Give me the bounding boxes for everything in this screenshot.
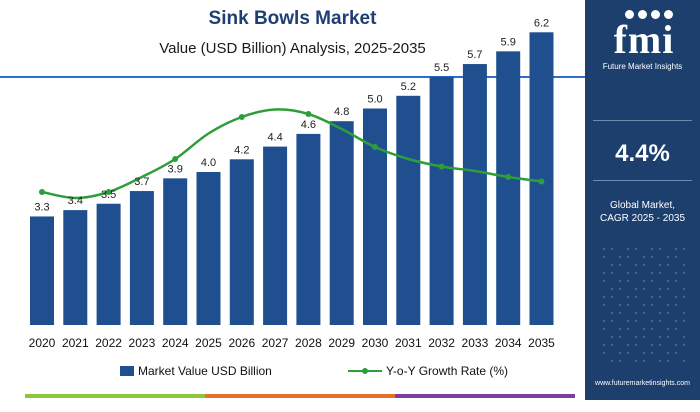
bar-value-label-2032: 5.5 (434, 62, 449, 74)
growth-point-2022 (105, 189, 112, 195)
fmi-logo: fmi Future Market Insights (595, 6, 690, 72)
x-tick-label-2029: 2029 (328, 336, 355, 350)
bar-value-label-2031: 5.2 (401, 81, 416, 93)
bar-2030 (363, 108, 387, 325)
x-tick-label-2028: 2028 (295, 336, 322, 350)
x-ticks-group: 2020 2021 2022 2023 2024 2025 2026 2027 2028 2029… (29, 336, 556, 350)
growth-rate-line (41, 108, 542, 200)
growth-point-2034 (505, 174, 512, 180)
x-tick-label-2035: 2035 (528, 336, 555, 350)
title-divider (0, 76, 585, 78)
chart-subtitle: Value (USD Billion) Analysis, 2025-2035 (159, 40, 426, 57)
bar-2021 (63, 210, 88, 325)
bar-value-label-2027: 4.4 (267, 132, 282, 144)
cagr-divider-top (593, 120, 692, 121)
bar-value-label-2024: 3.9 (168, 163, 183, 175)
bar-2020 (30, 216, 54, 325)
bar-2023 (129, 191, 154, 325)
bars-group (30, 32, 554, 326)
bar-value-label-2021: 3.4 (68, 195, 83, 207)
logo-text: fmi (613, 17, 675, 62)
x-tick-label-2020: 2020 (29, 336, 56, 350)
bar-2029 (329, 121, 354, 325)
bar-2024 (163, 178, 188, 325)
legend: Market Value USD Billion Y-o-Y Growth Ra… (0, 364, 585, 380)
bar-2033 (462, 64, 487, 326)
x-tick-label-2032: 2032 (428, 336, 455, 350)
bar-value-label-2025: 4.0 (201, 157, 216, 169)
x-tick-label-2021: 2021 (62, 336, 89, 350)
chart-area: Sink Bowls Market Value (USD Billion) An… (0, 8, 585, 398)
bar-value-label-2026: 4.2 (234, 144, 249, 156)
bar-value-label-2020: 3.3 (34, 201, 49, 213)
x-tick-label-2024: 2024 (162, 336, 189, 350)
legend-swatch-bar (120, 366, 134, 376)
growth-point-2026 (238, 114, 245, 120)
legend-item-growth-rate: Y-o-Y Growth Rate (%) (348, 364, 508, 378)
cagr-caption-line1: Global Market, (609, 200, 676, 211)
x-tick-label-2023: 2023 (129, 336, 156, 350)
side-panel: fmi Future Market Insights 4.4% Global M… (585, 0, 700, 400)
x-tick-label-2026: 2026 (228, 336, 255, 350)
x-tick-label-2034: 2034 (495, 336, 522, 350)
growth-point-2028 (305, 111, 312, 117)
bar-2026 (229, 159, 254, 325)
growth-line-group (39, 108, 545, 200)
growth-point-2032 (438, 163, 445, 170)
legend-label-growth-rate: Y-o-Y Growth Rate (%) (386, 364, 509, 378)
x-tick-label-2030: 2030 (362, 336, 389, 350)
x-tick-label-2025: 2025 (195, 336, 222, 350)
bottom-color-strip (25, 394, 575, 398)
x-tick-label-2022: 2022 (95, 336, 122, 350)
bar-2034 (496, 51, 521, 325)
bar-2025 (196, 172, 221, 325)
x-tick-label-2027: 2027 (262, 336, 289, 350)
bar-2028 (296, 133, 321, 325)
logo-subtext: Future Market Insights (602, 62, 683, 71)
decorative-dot-pattern (602, 247, 685, 363)
cagr-caption-line2: CAGR 2025 - 2035 (599, 213, 686, 224)
bar-2027 (263, 146, 288, 325)
growth-point-2020 (39, 189, 45, 195)
bar-value-label-2023: 3.7 (134, 176, 149, 188)
legend-swatch-line (348, 366, 382, 376)
growth-point-2030 (372, 144, 378, 150)
bar-value-label-2034: 5.9 (501, 36, 516, 48)
bar-value-label-2029: 4.8 (334, 106, 349, 118)
legend-label-market-value: Market Value USD Billion (138, 364, 272, 378)
cagr-divider-bottom (593, 180, 692, 181)
value-labels-group: 3.3 3.4 3.5 3.7 3.9 4.0 4.2 4.4 4.6 4.8 5.0 5.2 5.5 5… (34, 17, 549, 213)
x-tick-label-2031: 2031 (395, 336, 422, 350)
bar-value-label-2028: 4.6 (301, 119, 316, 131)
bar-2032 (429, 76, 454, 325)
chart-title: Sink Bowls Market (208, 8, 377, 29)
bar-2031 (396, 95, 421, 325)
bar-value-label-2035: 6.2 (534, 17, 549, 29)
bar-2022 (96, 203, 121, 325)
bar-value-label-2030: 5.0 (367, 94, 382, 106)
website-text: www.futuremarketinsights.com (595, 380, 690, 387)
bar-value-label-2033: 5.7 (467, 49, 482, 61)
cagr-value: 4.4% (615, 140, 670, 167)
legend-item-market-value: Market Value USD Billion (120, 364, 272, 378)
x-tick-label-2033: 2033 (462, 336, 489, 350)
bar-value-label-2022: 3.5 (101, 189, 116, 201)
logo-dots-icon (625, 10, 673, 19)
growth-point-2035 (538, 178, 545, 185)
plot-svg: 3.3 3.4 3.5 3.7 3.9 4.0 4.2 4.4 4.6 4.8 5.0 5.2 5.5 5… (29, 17, 556, 350)
growth-point-2024 (172, 156, 179, 162)
